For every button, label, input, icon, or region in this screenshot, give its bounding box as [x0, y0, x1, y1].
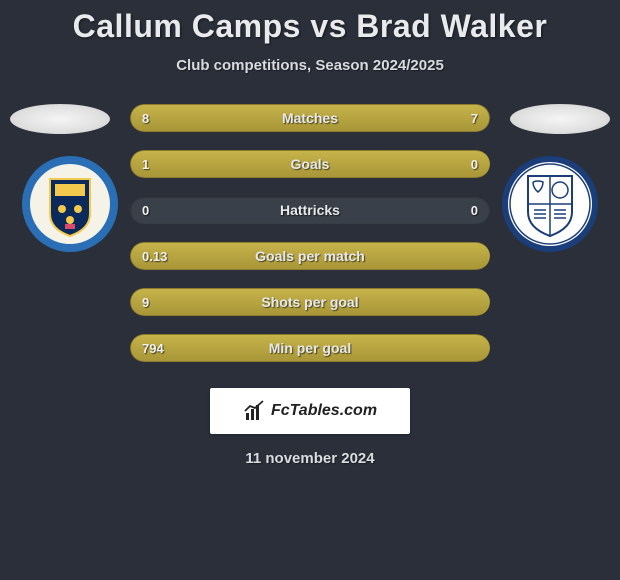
stat-row: 87Matches	[130, 104, 490, 132]
fctables-logo: FcTables.com	[210, 388, 410, 434]
avatar-placeholder-right	[510, 104, 610, 134]
club-crest-right	[500, 154, 600, 254]
bar-fill-left	[130, 288, 490, 316]
date-label: 11 november 2024	[0, 450, 620, 467]
avatar-placeholder-left	[10, 104, 110, 134]
comparison-area: 87Matches 10Goals 0 0Hattricks 0.13Goals per…	[0, 104, 620, 362]
subtitle: Club competitions, Season 2024/2025	[0, 57, 620, 74]
stat-row: 0.13Goals per match	[130, 242, 490, 270]
crest-left-svg	[20, 154, 120, 254]
chart-icon	[243, 399, 267, 423]
bar-fill-left	[130, 334, 490, 362]
bar-fill-right	[322, 104, 490, 132]
bar-fill-left	[130, 104, 322, 132]
stat-row: 794Min per goal	[130, 334, 490, 362]
stat-row: 0 0Hattricks	[130, 196, 490, 224]
bar-fill-left	[130, 242, 490, 270]
stat-row: 9Shots per goal	[130, 288, 490, 316]
stat-bars: 87Matches 10Goals 0 0Hattricks 0.13Goals per…	[130, 104, 490, 362]
crest-right-svg	[500, 154, 600, 254]
page-title: Callum Camps vs Brad Walker	[0, 8, 620, 45]
stat-label: Hattricks	[130, 196, 490, 224]
logo-text: FcTables.com	[271, 402, 377, 420]
stat-row: 10Goals	[130, 150, 490, 178]
bar-fill-left	[130, 150, 490, 178]
stat-value-left: 0	[142, 196, 149, 224]
stat-value-right: 0	[471, 196, 478, 224]
club-crest-left	[20, 154, 120, 254]
header: Callum Camps vs Brad Walker Club competi…	[0, 0, 620, 74]
